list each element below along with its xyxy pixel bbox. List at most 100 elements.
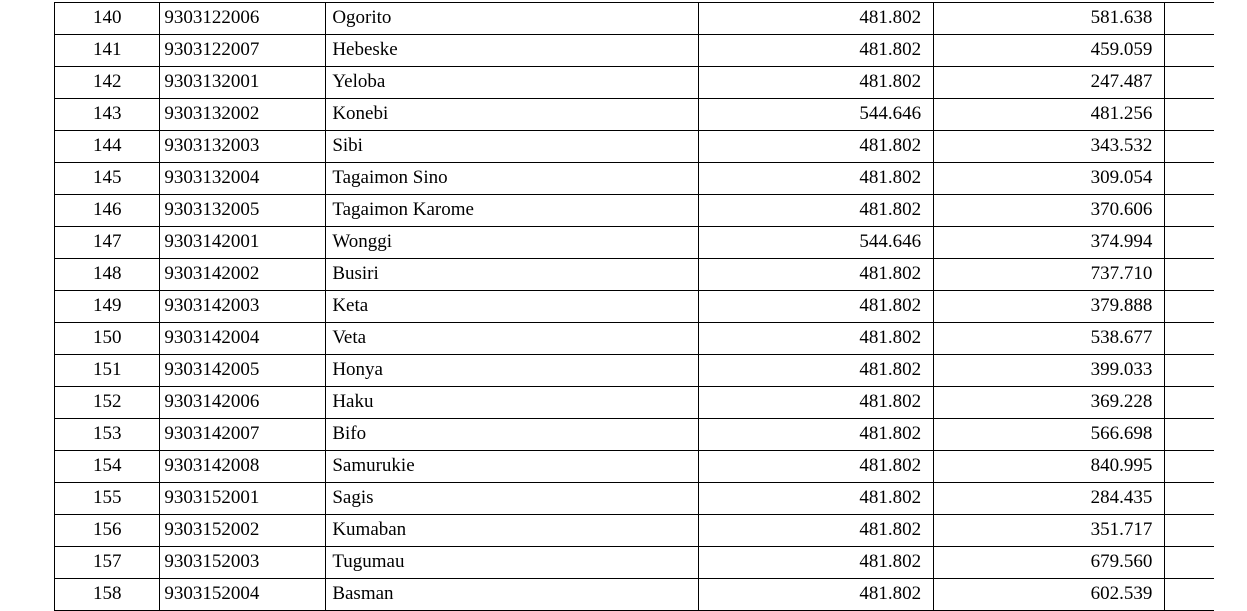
- cell-last: [1165, 227, 1214, 259]
- cell-val1: 481.802: [699, 515, 934, 547]
- cell-val1: 481.802: [699, 67, 934, 99]
- cell-val2: 351.717: [934, 515, 1165, 547]
- cell-index: 151: [55, 355, 160, 387]
- table-row: 1479303142001Wonggi544.646374.994: [55, 227, 1215, 259]
- cell-index: 141: [55, 35, 160, 67]
- cell-code: 9303132003: [160, 131, 326, 163]
- cell-val2: 399.033: [934, 355, 1165, 387]
- cell-last: [1165, 387, 1214, 419]
- table-row: 1459303132004Tagaimon Sino481.802309.054: [55, 163, 1215, 195]
- cell-index: 147: [55, 227, 160, 259]
- cell-index: 144: [55, 131, 160, 163]
- cell-code: 9303142006: [160, 387, 326, 419]
- cell-name: Bifo: [326, 419, 699, 451]
- cell-index: 145: [55, 163, 160, 195]
- cell-last: [1165, 99, 1214, 131]
- cell-index: 155: [55, 483, 160, 515]
- cell-val2: 379.888: [934, 291, 1165, 323]
- cell-last: [1165, 131, 1214, 163]
- cell-val1: 481.802: [699, 323, 934, 355]
- table-row: 1449303132003Sibi481.802343.532: [55, 131, 1215, 163]
- cell-val2: 481.256: [934, 99, 1165, 131]
- cell-name: Sagis: [326, 483, 699, 515]
- cell-last: [1165, 163, 1214, 195]
- cell-val2: 538.677: [934, 323, 1165, 355]
- table-row: 1489303142002Busiri481.802737.710: [55, 259, 1215, 291]
- cell-code: 9303142007: [160, 419, 326, 451]
- cell-last: [1165, 355, 1214, 387]
- cell-name: Kumaban: [326, 515, 699, 547]
- table-row: 1549303142008Samurukie481.802840.995: [55, 451, 1215, 483]
- cell-name: Haku: [326, 387, 699, 419]
- cell-val1: 481.802: [699, 35, 934, 67]
- cell-code: 9303142001: [160, 227, 326, 259]
- cell-index: 142: [55, 67, 160, 99]
- cell-val2: 247.487: [934, 67, 1165, 99]
- cell-code: 9303142002: [160, 259, 326, 291]
- cell-val1: 481.802: [699, 163, 934, 195]
- cell-val2: 459.059: [934, 35, 1165, 67]
- cell-last: [1165, 515, 1214, 547]
- table-row: 1499303142003Keta481.802379.888: [55, 291, 1215, 323]
- table-row: 1519303142005Honya481.802399.033: [55, 355, 1215, 387]
- cell-code: 9303152003: [160, 547, 326, 579]
- cell-val1: 481.802: [699, 291, 934, 323]
- cell-val2: 374.994: [934, 227, 1165, 259]
- cell-val2: 581.638: [934, 3, 1165, 35]
- cell-index: 157: [55, 547, 160, 579]
- cell-last: [1165, 483, 1214, 515]
- cell-code: 9303132001: [160, 67, 326, 99]
- cell-name: Busiri: [326, 259, 699, 291]
- cell-last: [1165, 547, 1214, 579]
- table-row: 1469303132005Tagaimon Karome481.802370.6…: [55, 195, 1215, 227]
- table-row: 1429303132001Yeloba481.802247.487: [55, 67, 1215, 99]
- cell-name: Tugumau: [326, 547, 699, 579]
- cell-val1: 481.802: [699, 547, 934, 579]
- cell-name: Veta: [326, 323, 699, 355]
- cell-name: Yeloba: [326, 67, 699, 99]
- cell-code: 9303152002: [160, 515, 326, 547]
- cell-val2: 369.228: [934, 387, 1165, 419]
- cell-last: [1165, 67, 1214, 99]
- cell-val1: 481.802: [699, 355, 934, 387]
- cell-index: 143: [55, 99, 160, 131]
- cell-last: [1165, 3, 1214, 35]
- table-row: 1409303122006Ogorito481.802581.638: [55, 3, 1215, 35]
- cell-val1: 481.802: [699, 131, 934, 163]
- cell-last: [1165, 195, 1214, 227]
- cell-last: [1165, 419, 1214, 451]
- cell-index: 153: [55, 419, 160, 451]
- cell-name: Ogorito: [326, 3, 699, 35]
- cell-val2: 737.710: [934, 259, 1165, 291]
- cell-val1: 481.802: [699, 483, 934, 515]
- cell-code: 9303142008: [160, 451, 326, 483]
- cell-index: 149: [55, 291, 160, 323]
- data-table: 1409303122006Ogorito481.802581.638141930…: [54, 2, 1214, 611]
- data-table-container: 1409303122006Ogorito481.802581.638141930…: [54, 2, 1214, 611]
- cell-code: 9303122007: [160, 35, 326, 67]
- cell-code: 9303132004: [160, 163, 326, 195]
- cell-name: Hebeske: [326, 35, 699, 67]
- table-row: 1539303142007Bifo481.802566.698: [55, 419, 1215, 451]
- cell-val1: 481.802: [699, 451, 934, 483]
- table-row: 1419303122007Hebeske481.802459.059: [55, 35, 1215, 67]
- cell-name: Tagaimon Sino: [326, 163, 699, 195]
- cell-val1: 481.802: [699, 3, 934, 35]
- cell-val1: 481.802: [699, 195, 934, 227]
- cell-index: 140: [55, 3, 160, 35]
- cell-name: Honya: [326, 355, 699, 387]
- cell-code: 9303142004: [160, 323, 326, 355]
- cell-val1: 481.802: [699, 419, 934, 451]
- cell-code: 9303142003: [160, 291, 326, 323]
- cell-code: 9303152001: [160, 483, 326, 515]
- cell-val2: 370.606: [934, 195, 1165, 227]
- cell-name: Tagaimon Karome: [326, 195, 699, 227]
- cell-index: 156: [55, 515, 160, 547]
- cell-name: Konebi: [326, 99, 699, 131]
- cell-val1: 544.646: [699, 99, 934, 131]
- table-row: 1439303132002Konebi544.646481.256: [55, 99, 1215, 131]
- cell-val2: 284.435: [934, 483, 1165, 515]
- cell-val1: 544.646: [699, 227, 934, 259]
- cell-last: [1165, 291, 1214, 323]
- table-row: 1529303142006Haku481.802369.228: [55, 387, 1215, 419]
